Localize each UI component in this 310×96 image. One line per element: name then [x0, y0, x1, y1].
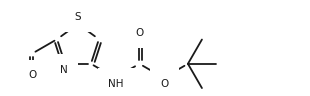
- Text: O: O: [29, 70, 37, 80]
- Text: O: O: [135, 28, 144, 38]
- Text: N: N: [60, 65, 68, 75]
- Text: NH: NH: [108, 79, 124, 89]
- Text: O: O: [161, 79, 169, 89]
- Text: S: S: [75, 12, 81, 22]
